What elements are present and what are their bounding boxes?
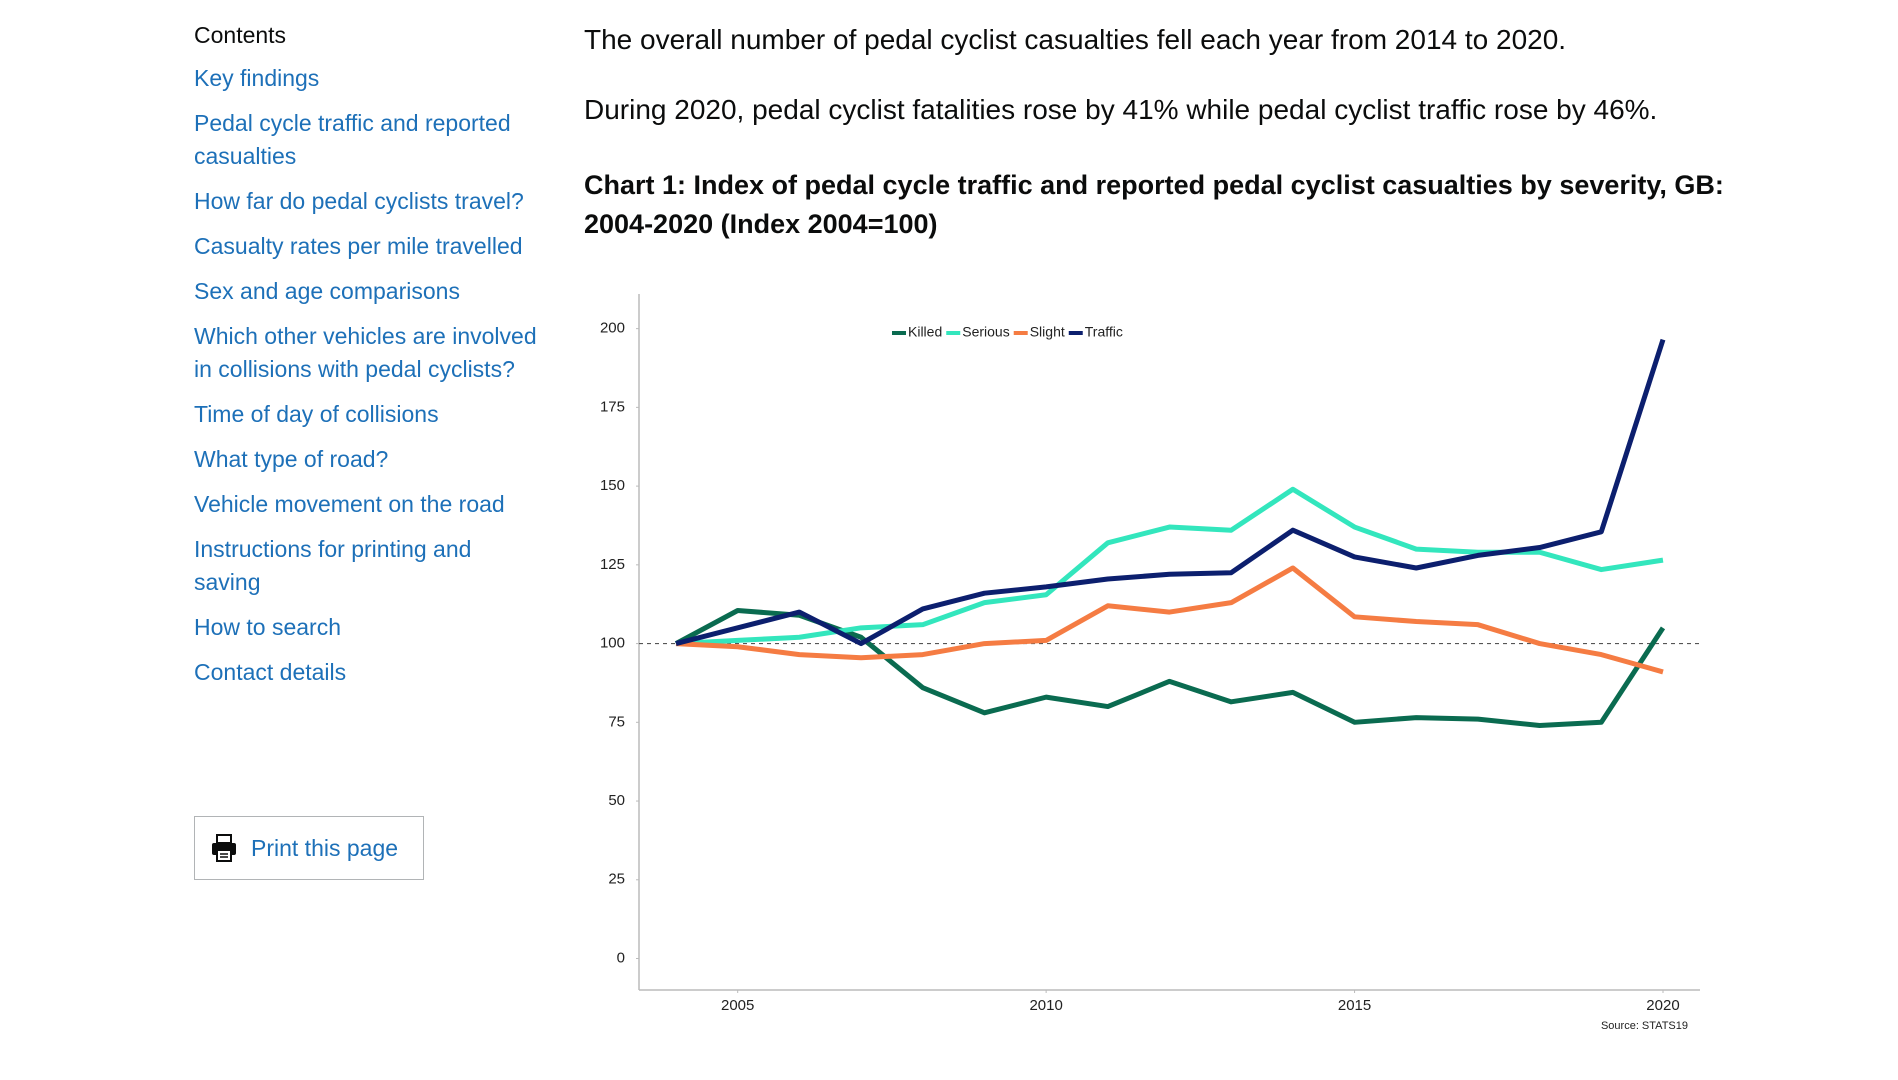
x-tick-label: 2005 (721, 997, 754, 1014)
nav-link[interactable]: Vehicle movement on the road (194, 491, 505, 517)
series-line (675, 565, 1664, 675)
nav-item: Instructions for printing and saving (194, 533, 544, 599)
print-button[interactable]: Print this page (194, 816, 424, 880)
x-tick-label: 2010 (1029, 997, 1062, 1014)
y-tick-label: 200 (600, 320, 625, 337)
legend-label: Serious (962, 324, 1009, 340)
nav-item: Contact details (194, 656, 544, 689)
y-tick-label: 150 (600, 477, 625, 494)
nav-link[interactable]: Casualty rates per mile travelled (194, 233, 523, 259)
paragraph: The overall number of pedal cyclist casu… (584, 24, 1567, 55)
nav-link[interactable]: Which other vehicles are involved in col… (194, 323, 537, 382)
nav-item: Sex and age comparisons (194, 275, 544, 308)
printer-icon (212, 834, 236, 862)
y-tick-label: 75 (608, 713, 625, 730)
nav-link[interactable]: Pedal cycle traffic and reported casualt… (194, 110, 511, 169)
contents-nav: Contents Key findings Pedal cycle traffic… (194, 20, 544, 701)
y-tick-label: 100 (600, 635, 625, 652)
paragraph: During 2020, pedal cyclist fatalities ro… (584, 94, 1658, 125)
series-line (675, 338, 1666, 647)
series-line (675, 486, 1664, 647)
nav-item: Time of day of collisions (194, 398, 544, 431)
contents-heading: Contents (194, 22, 287, 48)
nav-item: Key findings (194, 62, 544, 95)
nav-link[interactable]: How to search (194, 614, 342, 640)
nav-item: Casualty rates per mile travelled (194, 230, 544, 263)
source-note: Source: STATS19 (1601, 1020, 1688, 1032)
nav-link[interactable]: Key findings (194, 65, 320, 91)
nav-link[interactable]: What type of road? (194, 446, 389, 472)
nav-item: Vehicle movement on the road (194, 488, 544, 521)
nav-link[interactable]: Instructions for printing and saving (194, 536, 472, 595)
x-tick-label: 2015 (1338, 997, 1371, 1014)
nav-item: Which other vehicles are involved in col… (194, 320, 544, 386)
chart-heading: Chart 1: Index of pedal cycle traffic an… (584, 170, 1724, 239)
print-label[interactable]: Print this page (251, 834, 399, 861)
y-tick-label: 50 (608, 792, 625, 809)
legend-label: Traffic (1085, 324, 1123, 340)
y-tick-label: 175 (600, 398, 625, 415)
chart: 0 25 50 75 100 125 150 175 200 2005 2010 2015 2020 Ki… (600, 294, 1700, 1032)
nav-item: How to search (194, 611, 544, 644)
x-tick-label: 2020 (1646, 997, 1679, 1014)
y-tick-label: 125 (600, 556, 625, 573)
nav-item: Pedal cycle traffic and reported casualt… (194, 107, 544, 173)
nav-link[interactable]: How far do pedal cyclists travel? (194, 188, 524, 214)
nav-item: How far do pedal cyclists travel? (194, 185, 544, 218)
nav-item: What type of road? (194, 443, 544, 476)
legend-label: Killed (908, 324, 942, 340)
y-tick-label: 25 (608, 871, 625, 888)
legend-label: Slight (1030, 324, 1065, 340)
nav-link[interactable]: Contact details (194, 659, 347, 685)
nav-link[interactable]: Time of day of collisions (194, 401, 439, 427)
nav-link[interactable]: Sex and age comparisons (194, 278, 460, 304)
y-tick-label: 0 (617, 949, 625, 966)
series-line (674, 608, 1666, 728)
contents-list: Key findings Pedal cycle traffic and repo… (194, 62, 544, 689)
